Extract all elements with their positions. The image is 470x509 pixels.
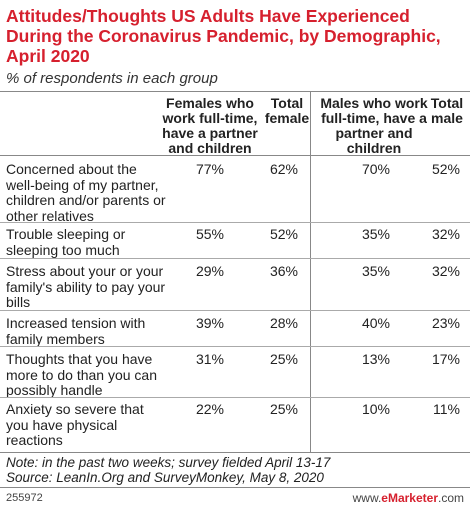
cell-value: 35%: [361, 226, 390, 242]
cell-value: 25%: [269, 401, 298, 417]
footer-rule: [0, 487, 470, 488]
header-bottom-rule: [0, 155, 470, 156]
note-text: Note: in the past two weeks; survey fiel…: [6, 455, 331, 470]
row-label: Thoughts that you have more to do than y…: [6, 351, 157, 398]
cell-value: 52%: [431, 161, 460, 177]
cell-value: 11%: [433, 401, 460, 417]
brand-name: eMarketer: [381, 491, 438, 505]
cell-value: 32%: [431, 263, 460, 279]
footnote: Note: in the past two weeks; survey fiel…: [6, 455, 330, 485]
cell-value: 22%: [195, 401, 224, 417]
brand-suffix: .com: [437, 491, 464, 505]
cell-value: 10%: [361, 401, 390, 417]
cell-value: 39%: [195, 315, 224, 331]
cell-value: 32%: [431, 226, 460, 242]
col-header-males-working: Males who work full-time, have a partner…: [320, 95, 428, 156]
column-group-separator: [310, 92, 311, 452]
cell-value: 28%: [269, 315, 298, 331]
row-divider: [0, 346, 470, 347]
row-label: Anxiety so severe that you have physical…: [6, 401, 144, 448]
row-label: Trouble sleeping or sleeping too much: [6, 226, 126, 258]
row-label: Increased tension with family members: [6, 315, 146, 347]
cell-value: 29%: [195, 263, 224, 279]
cell-value: 13%: [361, 351, 390, 367]
cell-value: 62%: [269, 161, 298, 177]
cell-value: 70%: [361, 161, 390, 177]
col-header-total-female: Total female: [264, 95, 310, 126]
row-divider: [0, 258, 470, 259]
chart-title: Attitudes/Thoughts US Adults Have Experi…: [6, 6, 441, 66]
brand-prefix: www.: [352, 491, 382, 505]
chart-subtitle: % of respondents in each group: [6, 70, 218, 87]
cell-value: 55%: [195, 226, 224, 242]
cell-value: 36%: [269, 263, 298, 279]
cell-value: 17%: [431, 351, 460, 367]
cell-value: 23%: [431, 315, 460, 331]
header-top-rule: [0, 91, 470, 92]
cell-value: 31%: [195, 351, 224, 367]
row-divider: [0, 397, 470, 398]
brand-logo: www.eMarketer.com: [353, 491, 464, 505]
cell-value: 77%: [195, 161, 224, 177]
cell-value: 25%: [269, 351, 298, 367]
row-label: Concerned about the well-being of my par…: [6, 161, 166, 224]
row-label: Stress about your or your family's abili…: [6, 263, 166, 310]
cell-value: 40%: [361, 315, 390, 331]
table-bottom-rule: [0, 452, 470, 453]
row-divider: [0, 310, 470, 311]
source-text: Source: LeanIn.Org and SurveyMonkey, May…: [6, 470, 324, 485]
chart-id: 255972: [6, 492, 43, 504]
cell-value: 35%: [361, 263, 390, 279]
col-header-total-male: Total male: [430, 95, 464, 126]
cell-value: 52%: [269, 226, 298, 242]
row-divider: [0, 222, 470, 223]
col-header-females-working: Females who work full-time, have a partn…: [162, 95, 258, 156]
